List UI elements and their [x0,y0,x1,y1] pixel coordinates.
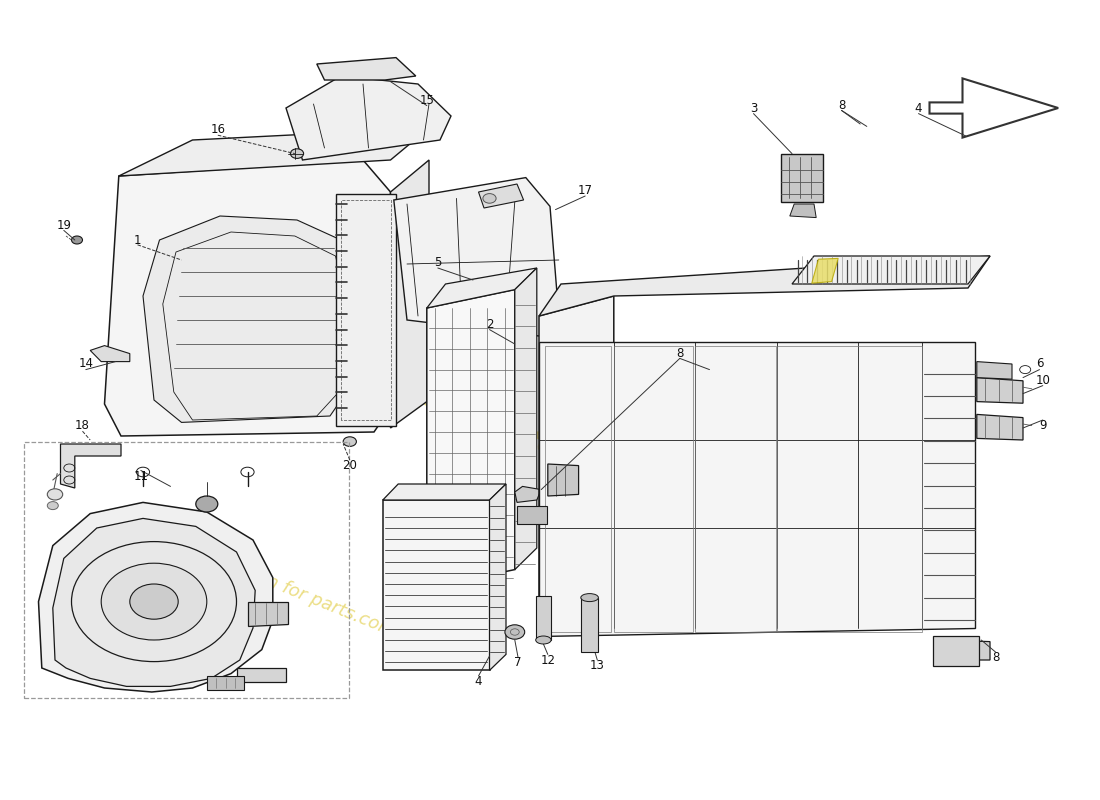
Text: 4: 4 [475,675,482,688]
Text: 20: 20 [342,459,358,472]
Text: 6: 6 [1036,358,1043,370]
Text: 12: 12 [540,654,556,666]
Bar [24,442,349,698]
Text: 15: 15 [419,94,435,106]
Circle shape [72,236,82,244]
Polygon shape [478,184,524,208]
Circle shape [290,149,304,158]
Polygon shape [104,160,390,436]
Circle shape [47,489,63,500]
Text: 14: 14 [78,358,94,370]
Polygon shape [207,676,244,690]
Text: 16: 16 [210,123,225,136]
Polygon shape [812,258,838,283]
Circle shape [505,625,525,639]
Polygon shape [792,256,990,284]
Text: 8: 8 [676,347,683,360]
Polygon shape [515,486,541,502]
Polygon shape [933,636,979,666]
Polygon shape [390,160,429,428]
Polygon shape [548,464,579,496]
Circle shape [196,496,218,512]
Text: 19: 19 [56,219,72,232]
Polygon shape [394,178,559,336]
Polygon shape [490,484,506,670]
Polygon shape [539,296,614,636]
Polygon shape [781,154,823,202]
Text: 18: 18 [75,419,90,432]
Circle shape [483,194,496,203]
Polygon shape [977,362,1012,379]
Polygon shape [60,444,121,488]
Polygon shape [977,378,1023,403]
Polygon shape [336,194,396,426]
Text: 2: 2 [486,318,493,330]
Text: 8: 8 [838,99,845,112]
Text: 11: 11 [133,470,148,482]
Circle shape [130,584,178,619]
Text: 9: 9 [1040,419,1046,432]
Polygon shape [317,58,416,80]
Polygon shape [286,76,451,160]
Text: 4: 4 [915,102,922,114]
Polygon shape [940,640,990,660]
Text: 13: 13 [590,659,605,672]
Text: 3: 3 [750,102,757,114]
Text: 7: 7 [515,656,521,669]
Polygon shape [383,484,506,500]
Polygon shape [90,346,130,362]
Polygon shape [53,518,255,686]
Polygon shape [143,216,358,422]
Text: 17: 17 [578,184,593,197]
Polygon shape [539,342,975,636]
Polygon shape [427,268,537,308]
Polygon shape [539,256,990,316]
Polygon shape [517,506,547,524]
Text: 5: 5 [434,256,441,269]
Text: 10: 10 [1035,374,1050,386]
Polygon shape [236,668,286,682]
Polygon shape [248,602,288,626]
Text: 1: 1 [134,234,141,246]
Polygon shape [515,268,537,570]
Bar [581,598,598,652]
Text: 8: 8 [992,651,999,664]
Text: a passion for parts.com: a passion for parts.com [196,544,398,640]
Circle shape [343,437,356,446]
Circle shape [47,502,58,510]
Polygon shape [427,290,515,588]
Text: a passion for parts.com: a passion for parts.com [392,374,708,522]
Bar [536,596,551,640]
Ellipse shape [536,636,551,644]
Polygon shape [119,128,429,176]
Circle shape [101,563,207,640]
Polygon shape [977,414,1023,440]
Polygon shape [39,502,273,692]
Polygon shape [790,204,816,218]
Polygon shape [383,500,490,670]
Ellipse shape [581,594,598,602]
